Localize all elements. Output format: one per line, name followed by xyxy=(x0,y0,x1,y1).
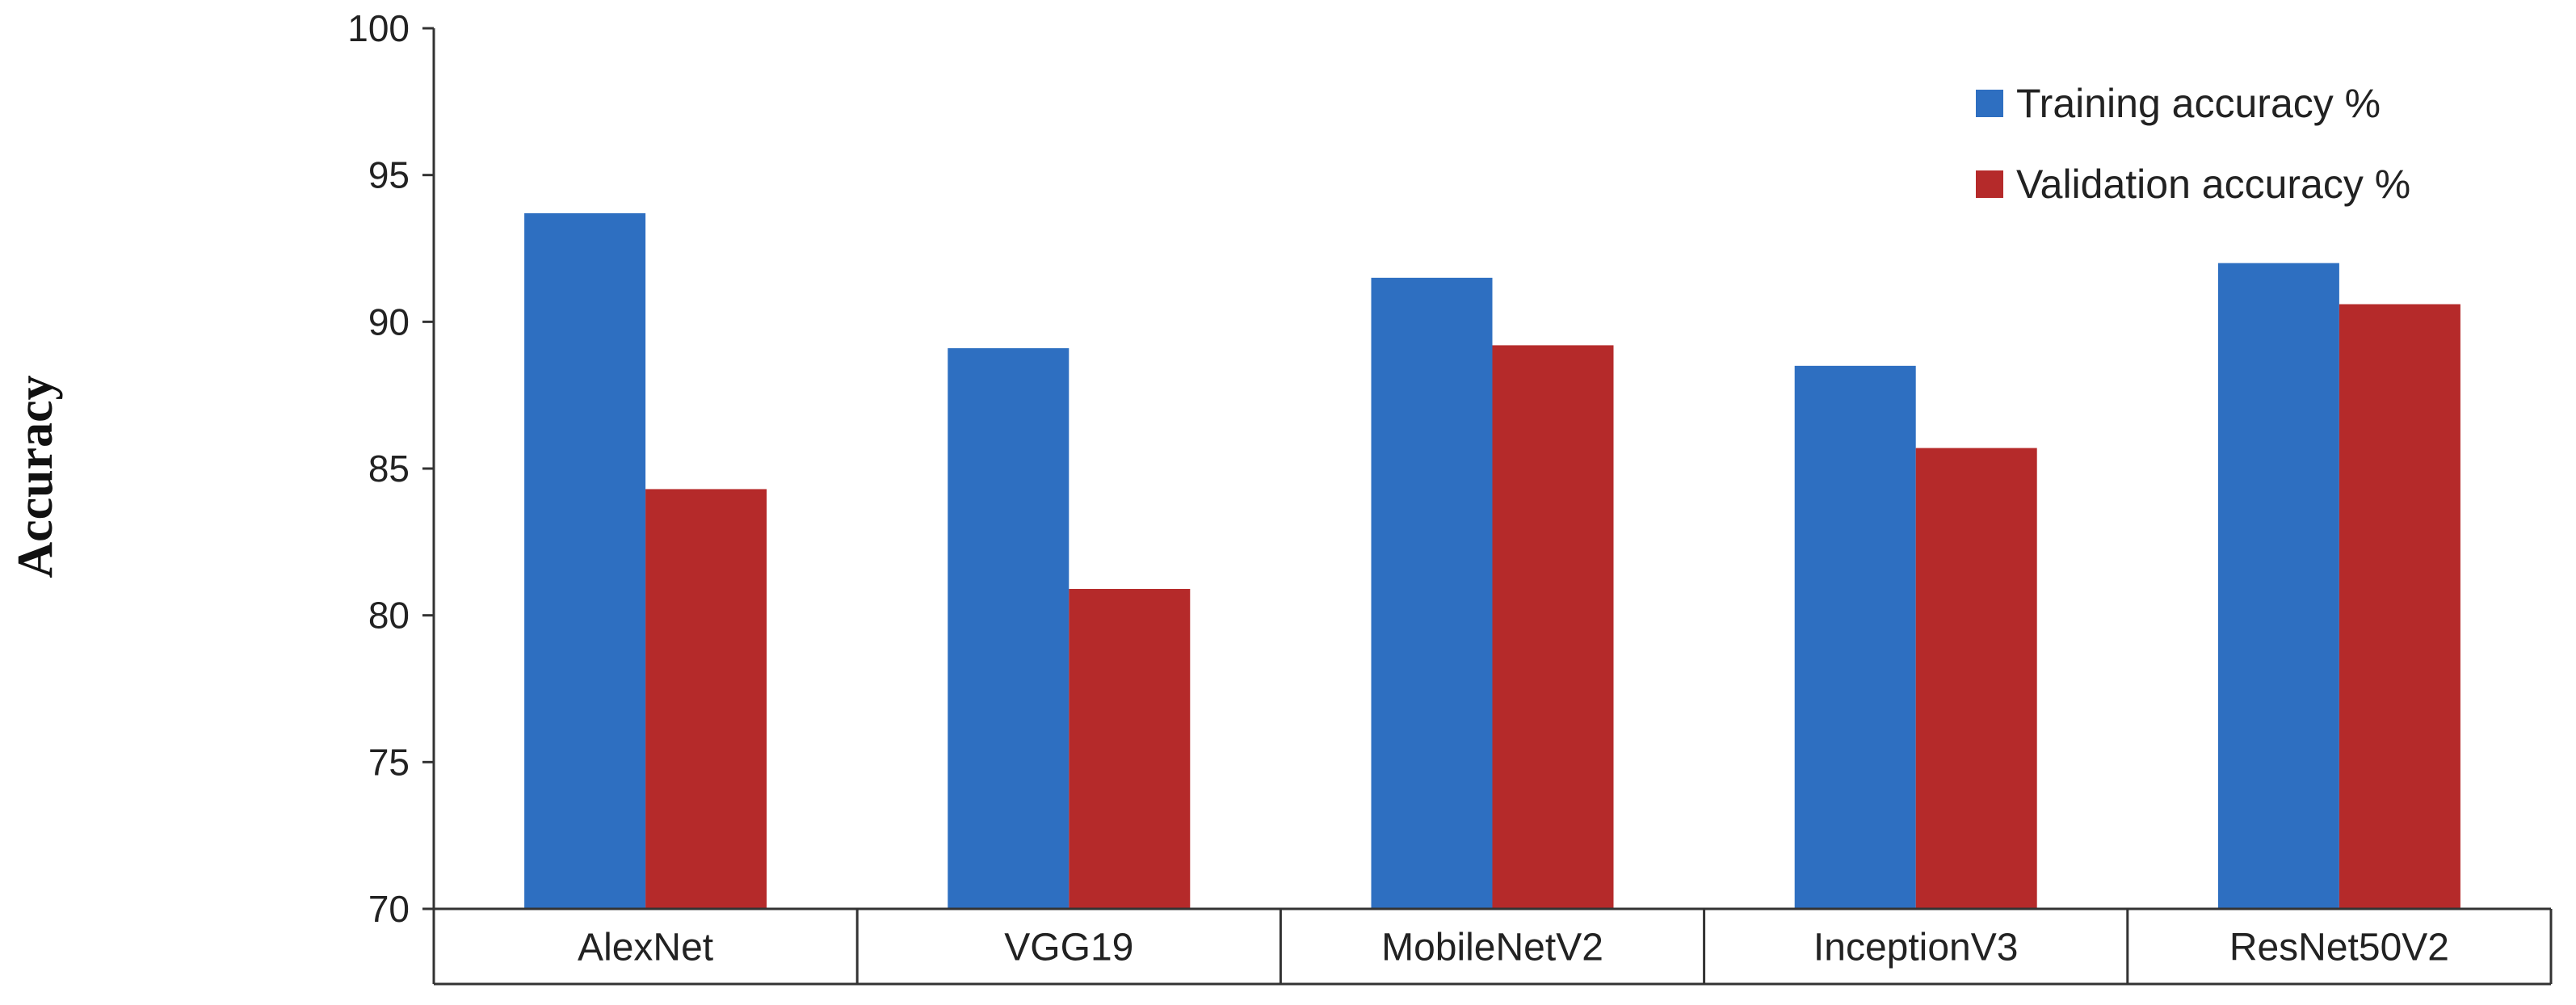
legend-label-validation: Validation accuracy % xyxy=(2016,162,2410,207)
category-label-alexnet: AlexNet xyxy=(578,927,713,969)
category-label-vgg19: VGG19 xyxy=(1004,927,1133,969)
training-bar-resnet50v2 xyxy=(2217,263,2339,910)
validation-bar-inceptionv3 xyxy=(1915,448,2037,909)
training-bar-mobilenetv2 xyxy=(1371,277,1493,909)
y-tick-label: 95 xyxy=(368,154,410,196)
y-axis: 70 75 80 85 90 95 100 xyxy=(347,7,434,930)
legend-swatch-validation xyxy=(1976,170,2003,198)
axes-frame xyxy=(422,28,2551,984)
legend: Training accuracy % Validation accuracy % xyxy=(1976,81,2410,207)
legend-label-training: Training accuracy % xyxy=(2016,81,2381,126)
training-bar-alexnet xyxy=(524,212,646,909)
bars xyxy=(524,212,2460,910)
y-tick-label: 70 xyxy=(368,888,410,930)
validation-bar-alexnet xyxy=(645,489,767,909)
y-tick-label: 100 xyxy=(347,7,410,49)
training-bar-inceptionv3 xyxy=(1794,365,1916,909)
y-axis-title: Accuracy xyxy=(8,375,63,578)
category-label-inceptionv3: InceptionV3 xyxy=(1813,927,2019,969)
validation-bar-mobilenetv2 xyxy=(1492,345,1614,909)
y-tick-label: 80 xyxy=(368,595,410,637)
y-tick-label: 90 xyxy=(368,301,410,343)
category-label-resnet50v2: ResNet50V2 xyxy=(2229,927,2449,969)
training-bar-vgg19 xyxy=(948,348,1069,909)
y-tick-label: 85 xyxy=(368,448,410,490)
category-label-mobilenetv2: MobileNetV2 xyxy=(1381,927,1603,969)
category-axis-table: AlexNet VGG19 MobileNetV2 InceptionV3 ResNet… xyxy=(432,909,2553,986)
y-tick-label: 75 xyxy=(368,741,410,783)
validation-bar-vgg19 xyxy=(1069,588,1191,909)
validation-bar-resnet50v2 xyxy=(2339,304,2460,909)
legend-swatch-training xyxy=(1976,90,2003,117)
